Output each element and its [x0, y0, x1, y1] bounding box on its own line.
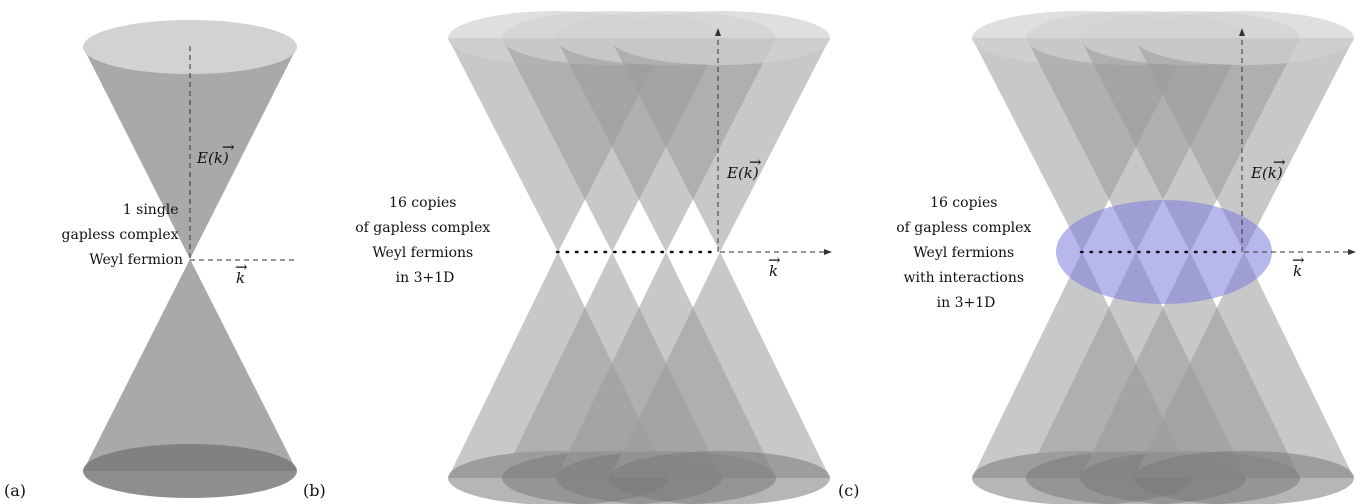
panel-a-energy-arrow-k: →: [222, 138, 235, 156]
panel-b: E(k) → k → 16 copies of gapless complex …: [303, 11, 832, 504]
panel-b-description: 16 copies of gapless complex Weyl fermio…: [355, 195, 495, 286]
panel-c-description-line: Weyl fermions: [913, 245, 1014, 261]
panel-a-cones: [83, 20, 297, 498]
panel-c-energy-label: E(k): [1250, 164, 1283, 182]
panel-a-lower-cone: [83, 259, 297, 471]
panel-b-energy-arrowhead: [715, 28, 721, 36]
panel-b-description-line: of gapless complex: [355, 220, 490, 236]
panel-c-description-line: 16 copies: [930, 195, 997, 211]
panel-a-momentum-arrow-k: →: [235, 258, 248, 276]
panel-c-momentum-arrowhead: [1348, 249, 1356, 255]
panel-b-cone-4-upper-cap: [610, 11, 830, 65]
panel-c-energy-arrowhead: [1239, 28, 1245, 36]
panel-b-description-line: in 3+1D: [396, 270, 455, 286]
panel-b-momentum-arrow-k: →: [768, 251, 781, 269]
panel-c-energy-arrow-k: →: [1273, 153, 1286, 171]
panel-b-cone-4-upper-cone: [610, 38, 830, 252]
panel-c-cone-4-upper-cap: [1134, 11, 1354, 65]
panel-a-energy-label: E(k): [196, 149, 229, 167]
panel-b-cones: [448, 11, 830, 504]
panel-a-description: 1 single gapless complex Weyl fermion: [62, 202, 183, 268]
panel-c-tag: (c): [838, 481, 859, 500]
panel-b-momentum-arrowhead: [824, 249, 832, 255]
panel-a-description-line: Weyl fermion: [89, 252, 183, 268]
panel-b-cone-4-lower-base: [610, 451, 830, 504]
panel-a: E(k) → k → 1 single gapless complex Weyl…: [4, 20, 298, 500]
panel-c-cone-4-lower-base: [1134, 451, 1354, 504]
panel-c-cones: [972, 11, 1354, 504]
panel-a-upper-cone: [83, 47, 297, 259]
panel-b-energy-arrow-k: →: [749, 153, 762, 171]
panel-a-description-line: 1 single: [123, 202, 179, 218]
panel-a-lower-base: [83, 444, 297, 498]
panel-c-momentum-arrow-k: →: [1292, 251, 1305, 269]
panel-c: E(k) → k → 16 copies of gapless complex …: [838, 11, 1356, 504]
panel-b-description-line: Weyl fermions: [372, 245, 473, 261]
panel-a-description-line: gapless complex: [62, 227, 179, 243]
panel-c-momentum-label: k: [1293, 262, 1302, 280]
panel-b-energy-label: E(k): [726, 164, 759, 182]
panel-c-description-line: of gapless complex: [896, 220, 1031, 236]
panel-a-momentum-label: k: [236, 269, 245, 287]
panel-a-tag: (a): [4, 481, 26, 500]
panel-c-interaction-region: [1056, 200, 1272, 304]
panel-c-cone-4-upper-cone: [1134, 38, 1354, 252]
panel-c-description-line: in 3+1D: [937, 295, 996, 311]
panel-b-tag: (b): [303, 481, 326, 500]
panel-b-cone-4-lower-cone: [610, 252, 830, 478]
panel-c-cone-4-lower-cone: [1134, 252, 1354, 478]
panel-c-description-line: with interactions: [903, 270, 1024, 286]
panel-c-description: 16 copies of gapless complex Weyl fermio…: [896, 195, 1036, 311]
panel-b-description-line: 16 copies: [389, 195, 456, 211]
panel-b-momentum-label: k: [769, 262, 778, 280]
